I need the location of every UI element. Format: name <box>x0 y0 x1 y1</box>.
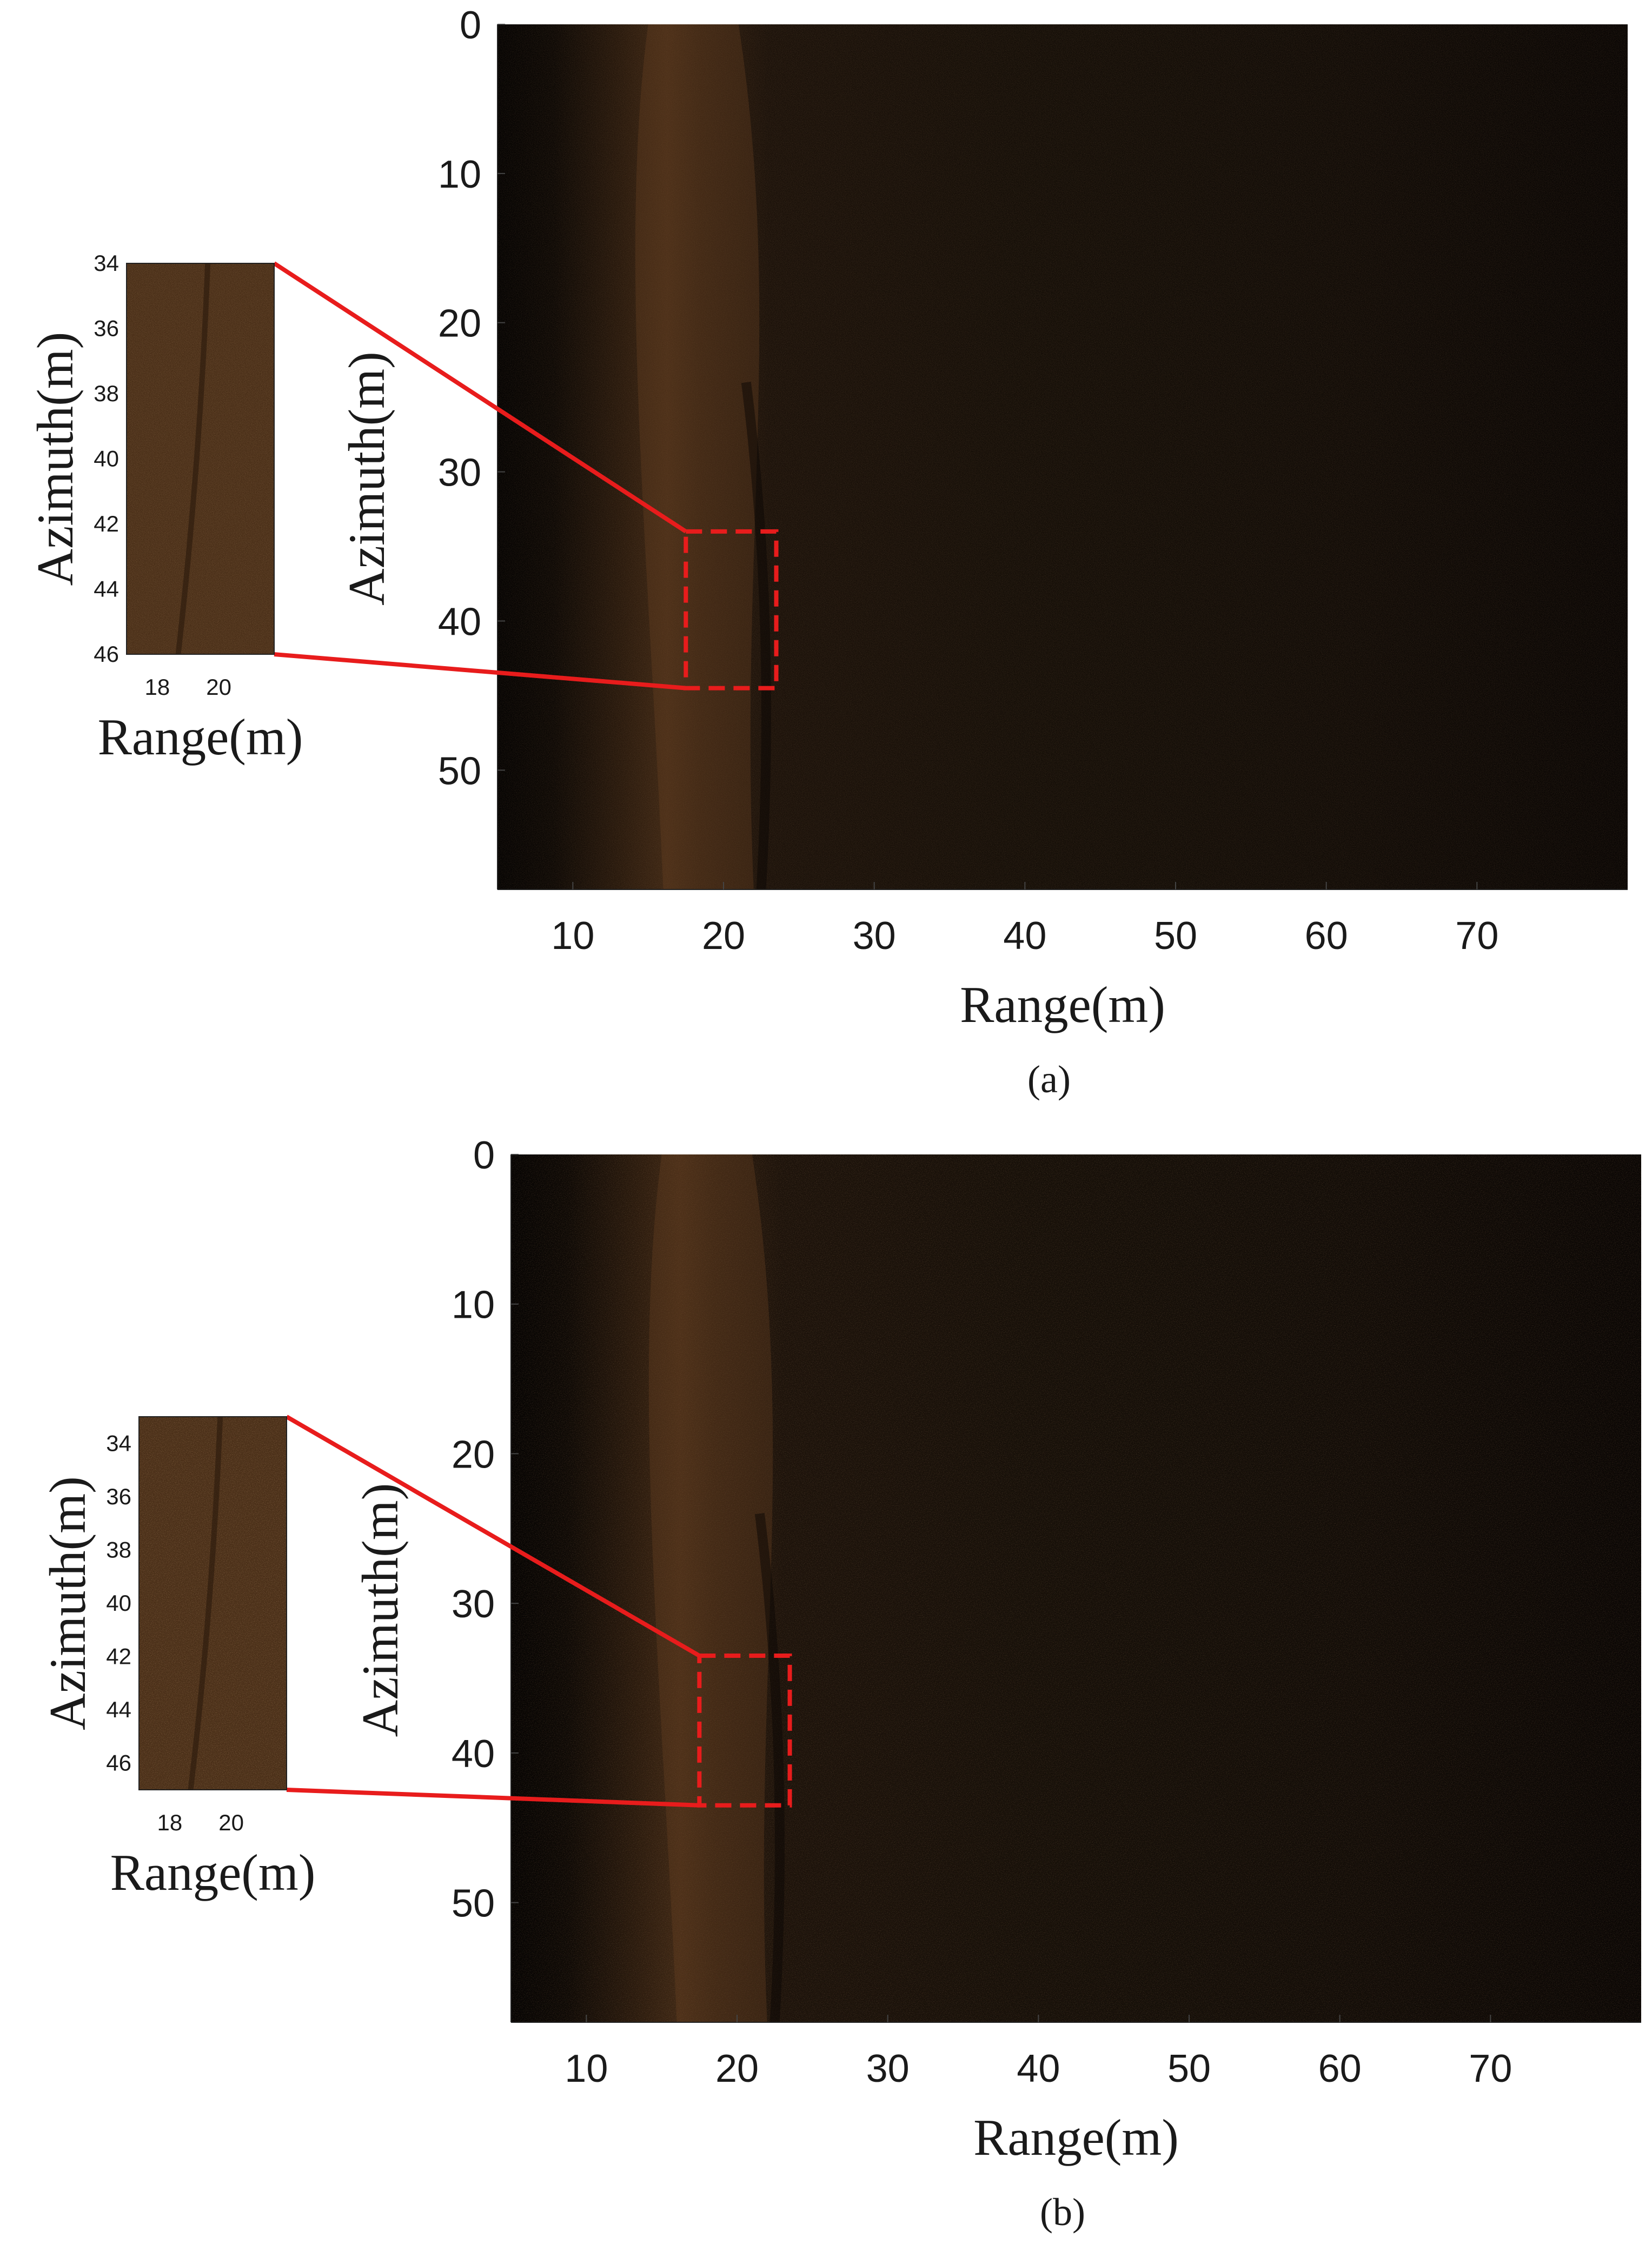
inset-x-tick-label: 18 <box>145 674 170 700</box>
y-tick-label: 10 <box>438 153 481 196</box>
inset-y-tick-label: 38 <box>106 1537 131 1562</box>
x-tick-label: 70 <box>1455 914 1498 958</box>
x-tick-label: 40 <box>1003 914 1046 958</box>
y-tick-label: 40 <box>438 600 481 643</box>
x-tick-label: 30 <box>866 2047 910 2090</box>
y-tick-label: 10 <box>452 1284 495 1327</box>
inset-y-tick-label: 38 <box>94 381 119 406</box>
inset-y-tick-label: 44 <box>106 1697 131 1722</box>
x-tick-label: 20 <box>702 914 745 958</box>
inset-y-axis-label: Azimuth(m) <box>39 1476 96 1730</box>
inset-y-tick-label: 34 <box>106 1430 131 1456</box>
chart-panel-a: 10 20 30 40 50 60 70 0 10 20 30 40 50 Range(m) Azimuth… <box>26 4 1628 1101</box>
inset-y-axis-label: Azimuth(m) <box>26 332 84 586</box>
y-tick-label: 50 <box>452 1882 495 1926</box>
x-tick-label: 10 <box>565 2047 608 2090</box>
inset-y-tick-label: 42 <box>106 1644 131 1669</box>
inset-image-speckle <box>139 1417 287 1790</box>
seabed-bright-band <box>635 24 760 889</box>
inset-frame <box>126 263 275 655</box>
inset-y-tick-label: 42 <box>94 511 119 536</box>
x-tick-label: 60 <box>1305 914 1348 958</box>
inset-y-tick-label: 40 <box>94 446 119 472</box>
inset-y-tick-label: 46 <box>94 641 119 667</box>
inset-image-speckle <box>127 263 274 654</box>
callout-line-top <box>285 1415 701 1658</box>
inset-x-tick-label: 18 <box>157 1810 183 1835</box>
inset-shadow-stripe <box>175 263 211 655</box>
inset-x-tick-label: 20 <box>206 674 231 700</box>
y-tick-label: 40 <box>452 1732 495 1776</box>
inset-y-tick-label: 46 <box>106 1750 131 1776</box>
x-tick-label: 10 <box>551 914 594 958</box>
seabed-shadow-stripe <box>741 381 771 890</box>
panel-caption: (a) <box>1027 1058 1071 1101</box>
callout-line-bottom <box>274 652 686 691</box>
inset-y-tick-label: 36 <box>94 316 119 341</box>
inset-x-tick-label: 20 <box>218 1810 244 1835</box>
zoom-region-box <box>697 1654 792 1808</box>
inset-x-axis-label: Range(m) <box>110 1844 316 1901</box>
y-tick-label: 30 <box>438 452 481 495</box>
x-tick-label: 50 <box>1167 2047 1211 2090</box>
y-axis-label: Azimuth(m) <box>351 1483 409 1737</box>
callout-line-bottom <box>286 1788 700 1808</box>
x-tick-label: 60 <box>1318 2047 1362 2090</box>
x-tick-label: 40 <box>1017 2047 1060 2090</box>
panel-caption: (b) <box>1040 2190 1085 2234</box>
inset-y-tick-label: 36 <box>106 1484 131 1509</box>
chart-panel-b: 10 20 30 40 50 60 70 0 10 20 30 40 50 Range(m) Azimuth… <box>39 1134 1641 2234</box>
inset-x-axis-label: Range(m) <box>98 708 303 766</box>
inset-frame <box>138 1416 287 1790</box>
main-image-speckle <box>497 24 1628 889</box>
inset-y-tick-label: 40 <box>106 1590 131 1616</box>
y-axis-label: Azimuth(m) <box>338 351 395 606</box>
seabed-shadow-stripe <box>754 1513 785 2023</box>
x-tick-label: 30 <box>853 914 896 958</box>
x-tick-label: 20 <box>715 2047 759 2090</box>
x-axis-label: Range(m) <box>973 2109 1179 2166</box>
inset-y-tick-label: 44 <box>94 576 119 602</box>
y-tick-label: 20 <box>438 302 481 346</box>
y-tick-label: 30 <box>452 1583 495 1626</box>
y-tick-label: 50 <box>438 749 481 793</box>
y-tick-label: 0 <box>473 1134 495 1177</box>
y-tick-label: 20 <box>452 1433 495 1476</box>
x-tick-label: 50 <box>1154 914 1197 958</box>
main-image-speckle <box>511 1154 1641 2022</box>
x-tick-label: 70 <box>1469 2047 1512 2090</box>
callout-line-top <box>273 261 687 534</box>
inset-y-tick-label: 34 <box>94 250 119 276</box>
x-axis-label: Range(m) <box>960 976 1165 1033</box>
inset-shadow-stripe <box>188 1416 223 1790</box>
y-tick-label: 0 <box>460 4 481 47</box>
